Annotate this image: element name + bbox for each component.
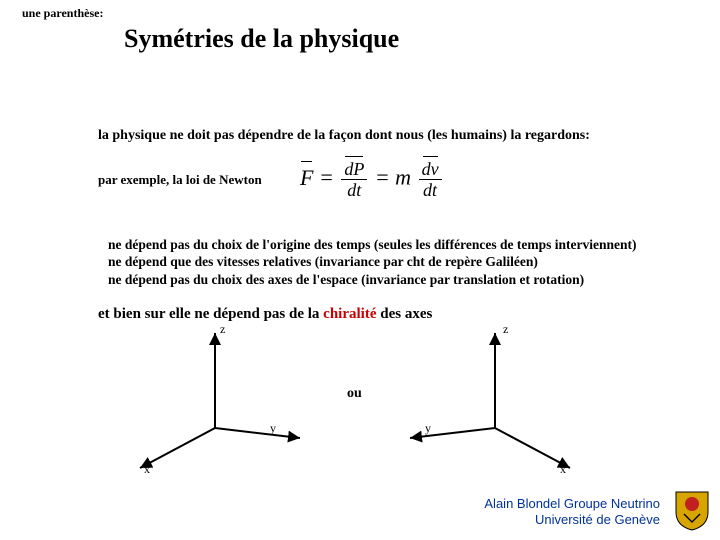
axes-left: z y x — [120, 318, 320, 478]
invariance-list: ne dépend pas du choix de l'origine des … — [108, 236, 637, 288]
footer-line: Alain Blondel Groupe Neutrino — [484, 496, 660, 512]
chirality-word: chiralité — [323, 306, 376, 322]
axis-z-label: z — [220, 322, 225, 337]
list-item: ne dépend pas du choix de l'origine des … — [108, 236, 637, 253]
list-item: ne dépend pas du choix des axes de l'esp… — [108, 271, 637, 288]
page-title: Symétries de la physique — [124, 24, 399, 54]
axis-y-label: y — [270, 421, 276, 436]
footer-line: Université de Genève — [484, 512, 660, 528]
axes-right-svg — [390, 318, 590, 478]
newton-formula: F = dP dt = m dv dt — [300, 160, 444, 199]
ou-separator: ou — [347, 386, 362, 402]
axes-left-svg — [120, 318, 320, 478]
axis-x-label: x — [560, 462, 566, 477]
main-statement: la physique ne doit pas dépendre de la f… — [98, 128, 590, 144]
example-label: par exemple, la loi de Newton — [98, 172, 262, 188]
formula-num1: dP — [344, 159, 364, 179]
formula-den1: dt — [341, 180, 367, 199]
axis-y-label: y — [425, 421, 431, 436]
formula-den2: dt — [419, 180, 442, 199]
formula-num2: dv — [422, 159, 439, 179]
axis-x-label: x — [144, 462, 150, 477]
footer-credit: Alain Blondel Groupe Neutrino Université… — [484, 496, 660, 529]
axis-z-label: z — [503, 322, 508, 337]
list-item: ne dépend que des vitesses relatives (in… — [108, 253, 637, 270]
formula-lhs: F — [300, 165, 313, 191]
formula-mid: m — [395, 165, 411, 190]
parenthese-note: une parenthèse: — [22, 6, 103, 21]
axes-right: z y x — [390, 318, 590, 478]
university-logo-icon — [670, 488, 714, 532]
